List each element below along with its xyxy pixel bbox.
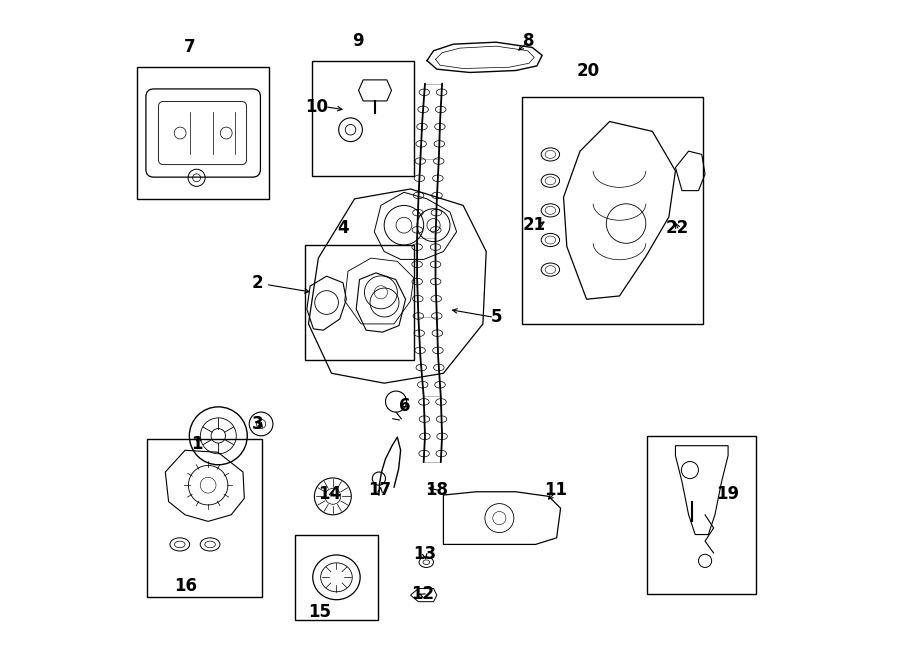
Bar <box>305 245 414 360</box>
Bar <box>138 67 269 199</box>
Text: 19: 19 <box>716 485 739 503</box>
Text: 8: 8 <box>523 32 535 50</box>
Text: 22: 22 <box>665 219 688 237</box>
Text: 11: 11 <box>544 481 567 499</box>
Text: 12: 12 <box>410 585 434 603</box>
Text: 4: 4 <box>338 219 349 237</box>
Text: 18: 18 <box>426 481 448 499</box>
Text: 13: 13 <box>413 545 436 563</box>
Text: 6: 6 <box>400 397 411 415</box>
Text: 15: 15 <box>308 603 331 621</box>
Text: 7: 7 <box>184 38 196 56</box>
Text: 16: 16 <box>174 577 197 595</box>
Bar <box>647 436 756 594</box>
Text: 3: 3 <box>252 415 264 433</box>
Bar <box>295 535 378 620</box>
Text: 5: 5 <box>491 308 502 327</box>
Text: 21: 21 <box>523 216 545 234</box>
Text: 17: 17 <box>368 481 392 499</box>
Bar <box>148 439 263 597</box>
Bar <box>311 61 414 176</box>
Text: 10: 10 <box>305 98 328 116</box>
Text: 2: 2 <box>252 274 264 292</box>
Bar <box>522 97 704 324</box>
FancyBboxPatch shape <box>146 89 260 177</box>
Text: 9: 9 <box>352 32 364 50</box>
FancyBboxPatch shape <box>158 101 247 165</box>
Text: 14: 14 <box>319 485 342 503</box>
Text: 20: 20 <box>577 61 599 79</box>
Text: 1: 1 <box>191 435 202 453</box>
